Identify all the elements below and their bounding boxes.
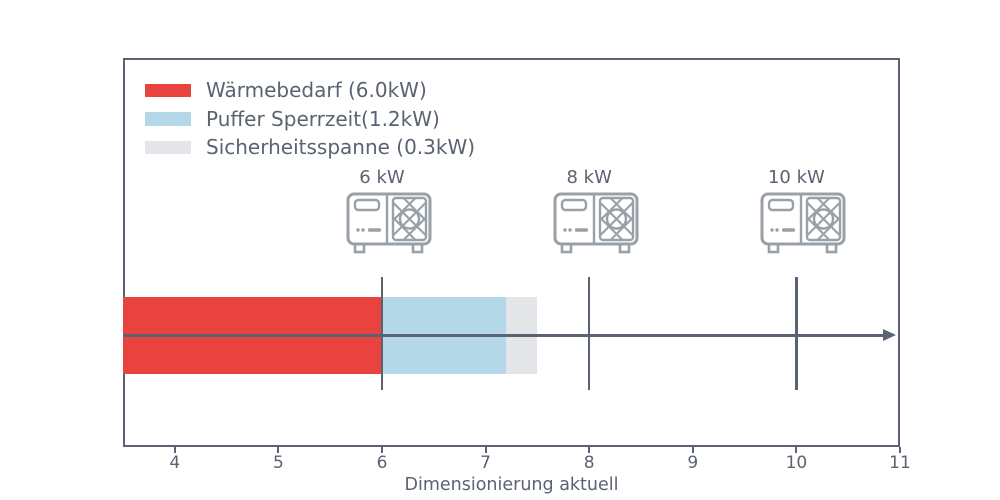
marker-line-8-kw — [587, 277, 591, 390]
fan-circle — [398, 208, 421, 230]
heat-pump-icon-box — [759, 191, 847, 255]
x-tick-9 — [691, 447, 694, 453]
heat-pump-icon-box — [552, 191, 640, 255]
legend-swatch-puffer-sperrzeit — [145, 112, 191, 126]
heat-pump-icon — [553, 192, 639, 254]
legend-label-waermebedarf: Wärmebedarf (6.0kW) — [206, 78, 427, 103]
x-tick-label-5: 5 — [272, 453, 284, 473]
marker-line-6-kw — [380, 277, 384, 390]
legend-swatch-waermebedarf — [145, 83, 191, 98]
legend-item: Sicherheitsspanne (0.3kW) — [145, 133, 475, 162]
x-axis-label: Dimensionierung aktuell — [404, 475, 619, 495]
heat-pump-icon — [760, 192, 846, 254]
heat-pump-icon-box — [345, 191, 433, 255]
x-tick-8 — [588, 447, 591, 453]
vent-dots — [356, 228, 381, 232]
vent-dots — [770, 228, 796, 232]
x-tick-11 — [899, 447, 901, 453]
unit-feet — [560, 242, 631, 254]
fan-circle — [605, 208, 628, 230]
heat-pump-icon — [346, 192, 432, 254]
marker-label-8-kw: 8 kW — [566, 167, 612, 188]
unit-feet — [768, 242, 838, 254]
x-tick-label-7: 7 — [480, 453, 491, 473]
x-tick-5 — [277, 447, 280, 453]
x-axis-arrowhead-icon — [883, 328, 896, 341]
legend: Wärmebedarf (6.0kW) Puffer Sperrzeit(1.2… — [145, 76, 475, 162]
marker-label-6-kw: 6 kW — [359, 167, 405, 188]
legend-swatch-sicherheitsspanne — [145, 140, 191, 155]
x-tick-6 — [381, 447, 383, 453]
marker-line-10-kw — [795, 277, 798, 390]
marker-label-10-kw: 10 kW — [767, 167, 825, 188]
unit-feet — [353, 242, 424, 254]
vent-dots — [563, 228, 589, 232]
legend-label-sicherheitsspanne: Sicherheitsspanne (0.3kW) — [206, 135, 476, 160]
x-tick-10 — [795, 447, 798, 453]
x-tick-label-10: 10 — [785, 453, 808, 473]
legend-label-puffer-sperrzeit: Puffer Sperrzeit(1.2kW) — [206, 106, 440, 131]
x-tick-label-6: 6 — [376, 453, 388, 473]
x-tick-label-9: 9 — [687, 453, 699, 473]
legend-item: Wärmebedarf (6.0kW) — [145, 76, 475, 105]
plot-frame — [123, 58, 900, 447]
fan-grille-hatch — [601, 199, 633, 239]
x-tick-label-4: 4 — [169, 453, 181, 473]
x-tick-label-11: 11 — [889, 453, 911, 473]
fan-circle — [813, 208, 835, 230]
x-tick-label-8: 8 — [583, 453, 595, 473]
x-tick-4 — [173, 447, 176, 453]
legend-item: Puffer Sperrzeit(1.2kW) — [145, 105, 475, 134]
x-tick-7 — [484, 447, 487, 453]
x-axis-arrow-line — [123, 334, 885, 337]
